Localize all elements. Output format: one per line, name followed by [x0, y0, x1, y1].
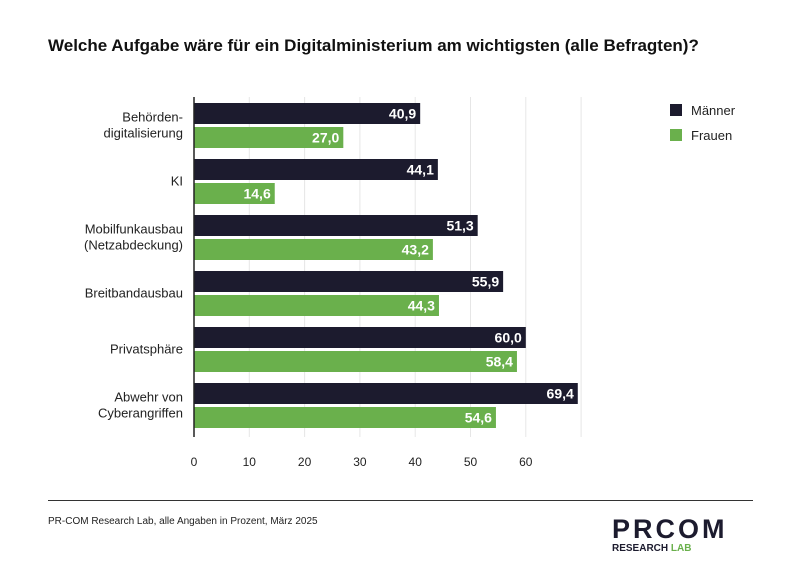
x-tick-label: 40 [409, 455, 423, 469]
category-label: Breitbandausbau [85, 286, 183, 301]
data-label: 43,2 [402, 242, 429, 258]
category-label: Cyberangriffen [98, 406, 183, 421]
x-tick-label: 20 [298, 455, 312, 469]
category-label: (Netzabdeckung) [84, 238, 183, 253]
legend-swatch [670, 104, 682, 116]
category-label: digitalisierung [104, 126, 184, 141]
bar-frauen [194, 183, 275, 204]
bar-frauen [194, 127, 344, 148]
data-label: 27,0 [312, 130, 339, 146]
bar-frauen [194, 295, 439, 316]
x-tick-label: 0 [191, 455, 198, 469]
bar-maenner [194, 327, 526, 348]
category-label: Behörden- [122, 110, 183, 125]
footer-divider [48, 500, 753, 501]
data-label: 69,4 [547, 386, 574, 402]
legend-swatch [670, 129, 682, 141]
data-label: 44,3 [408, 298, 435, 314]
data-label: 51,3 [446, 218, 473, 234]
source-note: PR-COM Research Lab, alle Angaben in Pro… [48, 516, 318, 527]
x-tick-label: 50 [464, 455, 478, 469]
bar-frauen [194, 351, 517, 372]
legend-label: Männer [691, 103, 736, 118]
category-label: Abwehr von [114, 390, 183, 405]
data-label: 60,0 [495, 330, 522, 346]
prcom-logo: PRCOM RESEARCH LAB [612, 514, 728, 554]
data-label: 55,9 [472, 274, 499, 290]
chart-title: Welche Aufgabe wäre für ein Digitalminis… [48, 36, 699, 55]
data-label: 14,6 [243, 186, 270, 202]
bar-maenner [194, 215, 478, 236]
x-tick-label: 10 [243, 455, 257, 469]
data-label: 40,9 [389, 106, 416, 122]
legend-label: Frauen [691, 128, 732, 143]
category-label: Mobilfunkausbau [85, 222, 183, 237]
bar-maenner [194, 103, 421, 124]
x-tick-label: 60 [519, 455, 533, 469]
category-label: Privatsphäre [110, 342, 183, 357]
bar-maenner [194, 271, 504, 292]
data-label: 58,4 [486, 354, 513, 370]
logo-main: PRCOM [612, 514, 728, 544]
bar-maenner [194, 159, 438, 180]
bar-frauen [194, 239, 433, 260]
x-tick-label: 30 [353, 455, 367, 469]
category-label: KI [171, 174, 183, 189]
data-label: 44,1 [407, 162, 434, 178]
data-label: 54,6 [465, 410, 492, 426]
logo-sub: RESEARCH LAB [612, 543, 692, 554]
bar-maenner [194, 383, 578, 404]
bar-frauen [194, 407, 496, 428]
